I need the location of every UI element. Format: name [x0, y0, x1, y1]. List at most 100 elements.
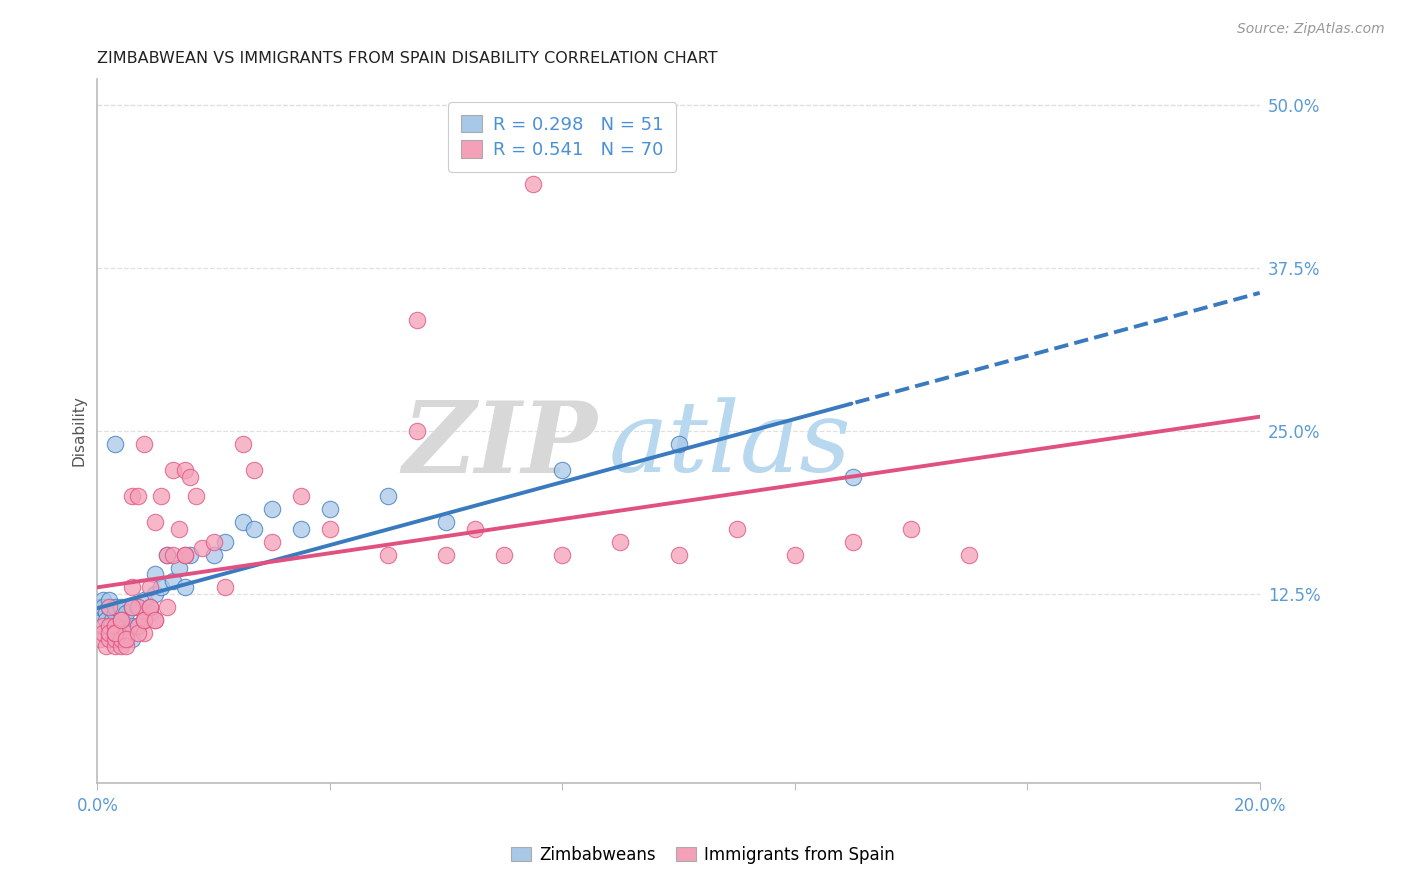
Point [551, 463, 574, 477]
Point [98, 632, 121, 647]
Point [127, 619, 149, 633]
Text: Source: ZipAtlas.com: Source: ZipAtlas.com [1237, 22, 1385, 37]
Point [104, 632, 127, 647]
Point [145, 613, 167, 627]
Point [110, 619, 132, 633]
Point [121, 619, 143, 633]
Point [214, 534, 236, 549]
Point [110, 613, 132, 627]
Point [104, 619, 127, 633]
Point [98, 599, 121, 614]
Point [104, 599, 127, 614]
Point [290, 489, 312, 503]
Point [842, 534, 865, 549]
Text: ZIMBABWEAN VS IMMIGRANTS FROM SPAIN DISABILITY CORRELATION CHART: ZIMBABWEAN VS IMMIGRANTS FROM SPAIN DISA… [97, 51, 718, 66]
Point [127, 599, 149, 614]
Y-axis label: Disability: Disability [72, 395, 86, 467]
Point [260, 534, 283, 549]
Point [186, 489, 208, 503]
Point [377, 548, 399, 562]
Point [91, 593, 114, 607]
Point [104, 607, 127, 621]
Point [162, 463, 184, 477]
Point [115, 626, 138, 640]
Point [214, 580, 236, 594]
Point [150, 580, 173, 594]
Point [138, 599, 160, 614]
Point [202, 548, 225, 562]
Point [138, 580, 160, 594]
Point [232, 437, 254, 451]
Point [156, 548, 179, 562]
Point [110, 613, 132, 627]
Point [98, 619, 121, 633]
Point [101, 613, 124, 627]
Point [91, 619, 114, 633]
Point [668, 548, 690, 562]
Point [89, 632, 111, 647]
Point [127, 489, 149, 503]
Point [783, 548, 806, 562]
Point [145, 587, 167, 601]
Point [260, 502, 283, 516]
Point [127, 626, 149, 640]
Point [494, 548, 516, 562]
Point [319, 522, 342, 536]
Point [98, 626, 121, 640]
Point [145, 567, 167, 582]
Point [290, 522, 312, 536]
Point [243, 463, 266, 477]
Text: atlas: atlas [609, 398, 852, 492]
Point [110, 639, 132, 653]
Point [132, 437, 155, 451]
Point [145, 515, 167, 529]
Point [89, 599, 111, 614]
Point [104, 639, 127, 653]
Point [127, 599, 149, 614]
Point [104, 619, 127, 633]
Text: ZIP: ZIP [402, 397, 598, 493]
Point [94, 607, 117, 621]
Point [162, 574, 184, 588]
Point [104, 626, 127, 640]
Point [121, 632, 143, 647]
Point [377, 489, 399, 503]
Point [110, 599, 132, 614]
Point [115, 607, 138, 621]
Point [406, 424, 429, 438]
Point [464, 522, 486, 536]
Point [173, 548, 195, 562]
Point [900, 522, 922, 536]
Point [522, 177, 544, 191]
Point [551, 548, 574, 562]
Point [167, 561, 190, 575]
Point [132, 613, 155, 627]
Point [104, 619, 127, 633]
Point [609, 534, 631, 549]
Point [232, 515, 254, 529]
Point [156, 599, 179, 614]
Point [202, 534, 225, 549]
Point [167, 522, 190, 536]
Point [115, 639, 138, 653]
Point [127, 619, 149, 633]
Point [115, 632, 138, 647]
Point [138, 607, 160, 621]
Point [162, 548, 184, 562]
Point [179, 469, 201, 483]
Point [434, 515, 457, 529]
Point [132, 613, 155, 627]
Point [173, 463, 195, 477]
Point [121, 489, 143, 503]
Point [110, 632, 132, 647]
Point [173, 580, 195, 594]
Point [150, 489, 173, 503]
Point [957, 548, 980, 562]
Point [115, 626, 138, 640]
Point [725, 522, 748, 536]
Point [132, 593, 155, 607]
Point [104, 626, 127, 640]
Point [104, 437, 127, 451]
Point [98, 626, 121, 640]
Point [434, 548, 457, 562]
